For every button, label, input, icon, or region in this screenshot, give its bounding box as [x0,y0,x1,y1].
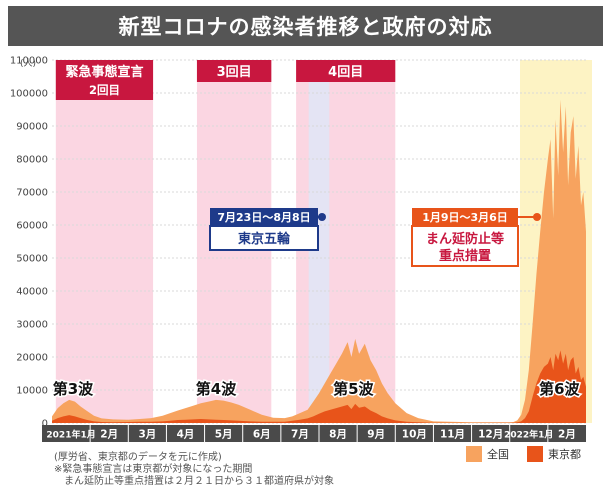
semi-emergency-marker-dot [533,213,541,221]
y-tick-label: 70000 [16,188,48,199]
x-tick-label: 11月 [440,429,465,441]
legend-item-nationwide: 全国 [466,446,509,462]
x-tick-label: 8月 [329,429,347,441]
y-tick-label: 90000 [16,122,48,133]
y-tick-label: 0 [42,419,48,430]
x-tick-label: 2月 [100,429,118,441]
x-tick-label: 4月 [177,429,195,441]
semi-emergency-date-label: 1月9日〜3月6日 [422,211,508,224]
legend-swatch-nationwide [466,446,482,462]
olympics-period-band [308,82,330,423]
wave-label-6: 第6波 [539,380,580,398]
x-tick-label: 7月 [291,429,309,441]
semi-emergency-name-line1: まん延防止等 [426,231,504,247]
emergency-label-box-1 [55,60,154,100]
x-tick-label: 5月 [215,429,233,441]
semi-emergency-name-line2: 重点措置 [439,248,491,264]
y-tick-label: 50000 [16,254,48,265]
y-tick-label: 30000 [16,320,48,331]
semi-emergency-name-box [411,225,519,267]
x-tick-label: 2022年1月 [504,429,553,441]
legend-item-tokyo: 東京都 [527,446,581,462]
emergency-label-box-2 [196,60,272,82]
x-tick-label: 2月 [558,429,576,441]
x-axis-bar [42,425,586,442]
y-tick-label: 60000 [16,221,48,232]
legend-label-tokyo: 東京都 [548,448,581,461]
emergency-sublabel-1: 2回目 [89,83,120,97]
olympics-name-label: 東京五輪 [238,231,291,247]
emergency-label-1: 緊急事態宣言 [65,64,143,80]
x-tick-label: 2021年1月 [46,429,95,441]
footnote-semi-emergency: まん延防止等重点措置は２月２１日から３１都道府県が対象 [54,476,334,487]
x-tick-label: 9月 [367,429,385,441]
y-tick-label: 10000 [16,386,48,397]
emergency-label-3: 4回目 [328,65,363,80]
y-tick-label: 110000 [10,56,48,67]
x-tick-label: 6月 [253,429,271,441]
x-tick-label: 10月 [402,429,427,441]
y-tick-label: 20000 [16,353,48,364]
chart-title: 新型コロナの感染者推移と政府の対応 [8,6,603,46]
y-tick-label: 100000 [10,89,48,100]
x-tick-label: 12月 [478,429,503,441]
olympics-name-box [209,225,319,251]
series-area-nationwide [52,99,586,423]
footnote-emergency: ※緊急事態宣言は東京都が対象になった期間 [54,464,253,475]
wave-label-4: 第4波 [196,380,237,398]
wave-label-5: 第5波 [333,380,374,398]
semi-emergency-date-box [412,208,518,226]
olympics-marker-dot [318,213,326,221]
y-axis-label: (人) [20,58,36,69]
source-note: (厚労省、東京都のデータを元に作成) [54,452,222,463]
olympics-date-label: 7月23日〜8月8日 [217,211,310,224]
olympics-date-box [210,208,318,226]
legend-label-nationwide: 全国 [487,448,509,461]
y-tick-label: 80000 [16,155,48,166]
emergency-period-band-1 [55,60,154,423]
series-area-tokyo [52,350,586,423]
emergency-label-2: 3回目 [217,65,252,80]
y-tick-label: 40000 [16,287,48,298]
wave-label-3: 第3波 [53,380,94,398]
legend-swatch-tokyo [527,446,543,462]
emergency-label-box-3 [296,60,396,82]
x-tick-label: 3月 [138,429,156,441]
